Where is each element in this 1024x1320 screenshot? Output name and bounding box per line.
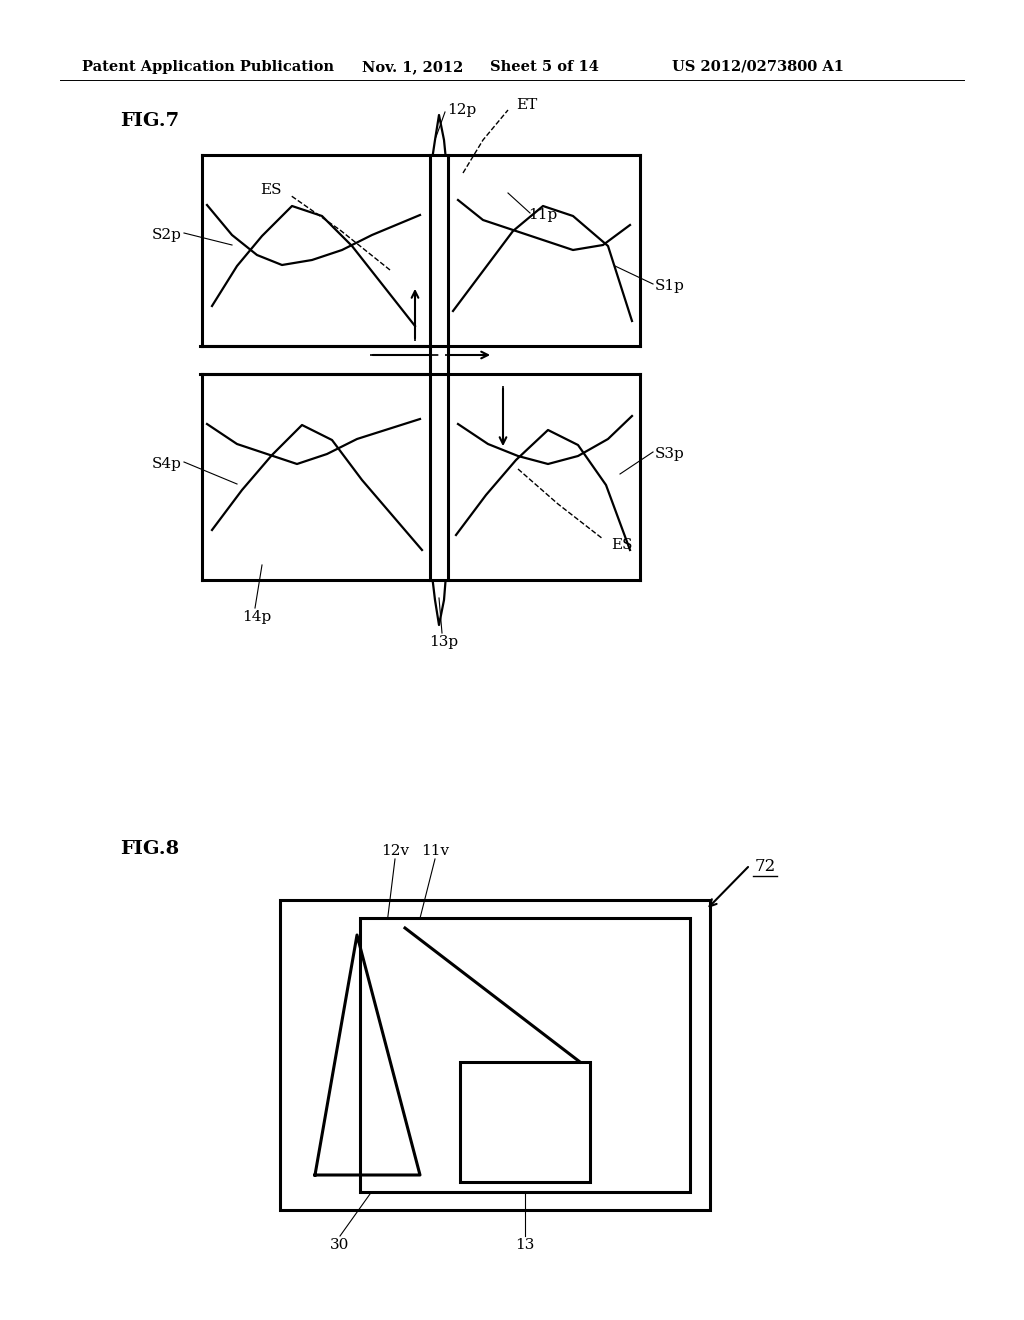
Text: 12p: 12p bbox=[447, 103, 476, 117]
Text: ES: ES bbox=[260, 183, 282, 197]
Text: Patent Application Publication: Patent Application Publication bbox=[82, 59, 334, 74]
Text: 11v: 11v bbox=[421, 843, 450, 858]
Text: ET: ET bbox=[516, 98, 538, 112]
Text: 12v: 12v bbox=[381, 843, 409, 858]
Text: S3p: S3p bbox=[655, 447, 685, 461]
Bar bbox=[430, 154, 449, 579]
Text: ES: ES bbox=[611, 539, 633, 552]
Bar bbox=[280, 900, 710, 1210]
Text: US 2012/0273800 A1: US 2012/0273800 A1 bbox=[672, 59, 844, 74]
Bar bbox=[360, 917, 690, 1192]
Text: Sheet 5 of 14: Sheet 5 of 14 bbox=[490, 59, 599, 74]
Text: 14p: 14p bbox=[243, 610, 271, 624]
Text: FIG.7: FIG.7 bbox=[120, 112, 179, 129]
Text: 11p: 11p bbox=[528, 209, 557, 222]
Text: 13: 13 bbox=[515, 1238, 535, 1251]
Text: Nov. 1, 2012: Nov. 1, 2012 bbox=[362, 59, 464, 74]
Text: S4p: S4p bbox=[153, 457, 182, 471]
Text: S2p: S2p bbox=[153, 228, 182, 242]
Text: 72: 72 bbox=[755, 858, 776, 875]
Text: S1p: S1p bbox=[655, 279, 685, 293]
Text: 30: 30 bbox=[331, 1238, 349, 1251]
Text: FIG.8: FIG.8 bbox=[120, 840, 179, 858]
Text: 13p: 13p bbox=[429, 635, 459, 649]
Bar bbox=[460, 1063, 590, 1181]
